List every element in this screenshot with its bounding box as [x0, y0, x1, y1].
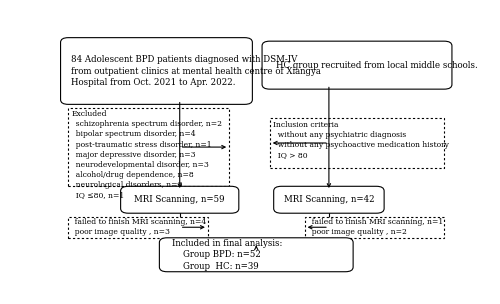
- Text: failed to finish MRI scanning, n=1
  poor image quality , n=2: failed to finish MRI scanning, n=1 poor …: [306, 218, 443, 236]
- Text: Inclusion criteria
  without any psychiatric diagnosis
  without any psychoactiv: Inclusion criteria without any psychiatr…: [273, 121, 449, 159]
- FancyBboxPatch shape: [120, 186, 239, 213]
- FancyBboxPatch shape: [68, 217, 208, 238]
- FancyBboxPatch shape: [270, 119, 444, 168]
- FancyBboxPatch shape: [160, 238, 353, 272]
- Text: failed to finish MRI scanning, n=4
  poor image quality , n=3: failed to finish MRI scanning, n=4 poor …: [70, 218, 206, 236]
- Text: Included in final analysis:
    Group BPD: n=52
    Group  HC: n=39: Included in final analysis: Group BPD: n…: [172, 239, 282, 271]
- FancyBboxPatch shape: [68, 108, 229, 186]
- FancyBboxPatch shape: [262, 41, 452, 89]
- Text: MRI Scanning, n=42: MRI Scanning, n=42: [284, 195, 374, 204]
- FancyBboxPatch shape: [274, 186, 384, 213]
- Text: Excluded
  schizophrenia spectrum disorder, n=2
  bipolar spectrum disorder, n=4: Excluded schizophrenia spectrum disorder…: [72, 110, 223, 199]
- Text: HC group recruited from local middle schools.: HC group recruited from local middle sch…: [276, 61, 477, 70]
- FancyBboxPatch shape: [304, 217, 444, 238]
- FancyBboxPatch shape: [60, 38, 252, 104]
- Text: MRI Scanning, n=59: MRI Scanning, n=59: [134, 195, 225, 204]
- Text: 84 Adolescent BPD patients diagnosed with DSM-IV
from outpatient clinics at ment: 84 Adolescent BPD patients diagnosed wit…: [72, 55, 322, 87]
